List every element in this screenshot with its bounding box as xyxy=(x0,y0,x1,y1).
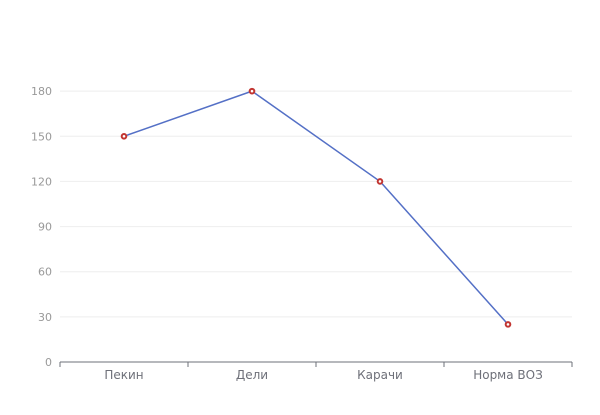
x-axis: Пекин Дели Карачи Норма ВОЗ xyxy=(59,361,573,382)
y-tick-label: 150 xyxy=(31,130,52,143)
data-point xyxy=(120,132,128,140)
series-line xyxy=(123,90,509,325)
data-point xyxy=(376,178,384,185)
y-tick-label: 180 xyxy=(31,85,52,98)
y-axis-tick-labels: 0 30 60 90 120 150 180 xyxy=(31,85,52,369)
series-layer xyxy=(120,87,512,328)
y-tick-label: 90 xyxy=(38,221,52,234)
x-tick-label: Карачи xyxy=(357,368,403,382)
y-tick-label: 120 xyxy=(31,175,52,188)
y-tick-label: 0 xyxy=(45,356,52,369)
y-tick-label: 60 xyxy=(38,266,52,279)
y-tick-label: 30 xyxy=(38,311,52,324)
x-tick-label: Дели xyxy=(236,368,268,382)
data-point xyxy=(248,87,256,95)
x-tick-label: Пекин xyxy=(104,368,143,382)
data-point xyxy=(504,321,512,328)
x-tick-label: Норма ВОЗ xyxy=(473,368,543,382)
grid-lines xyxy=(60,90,572,318)
